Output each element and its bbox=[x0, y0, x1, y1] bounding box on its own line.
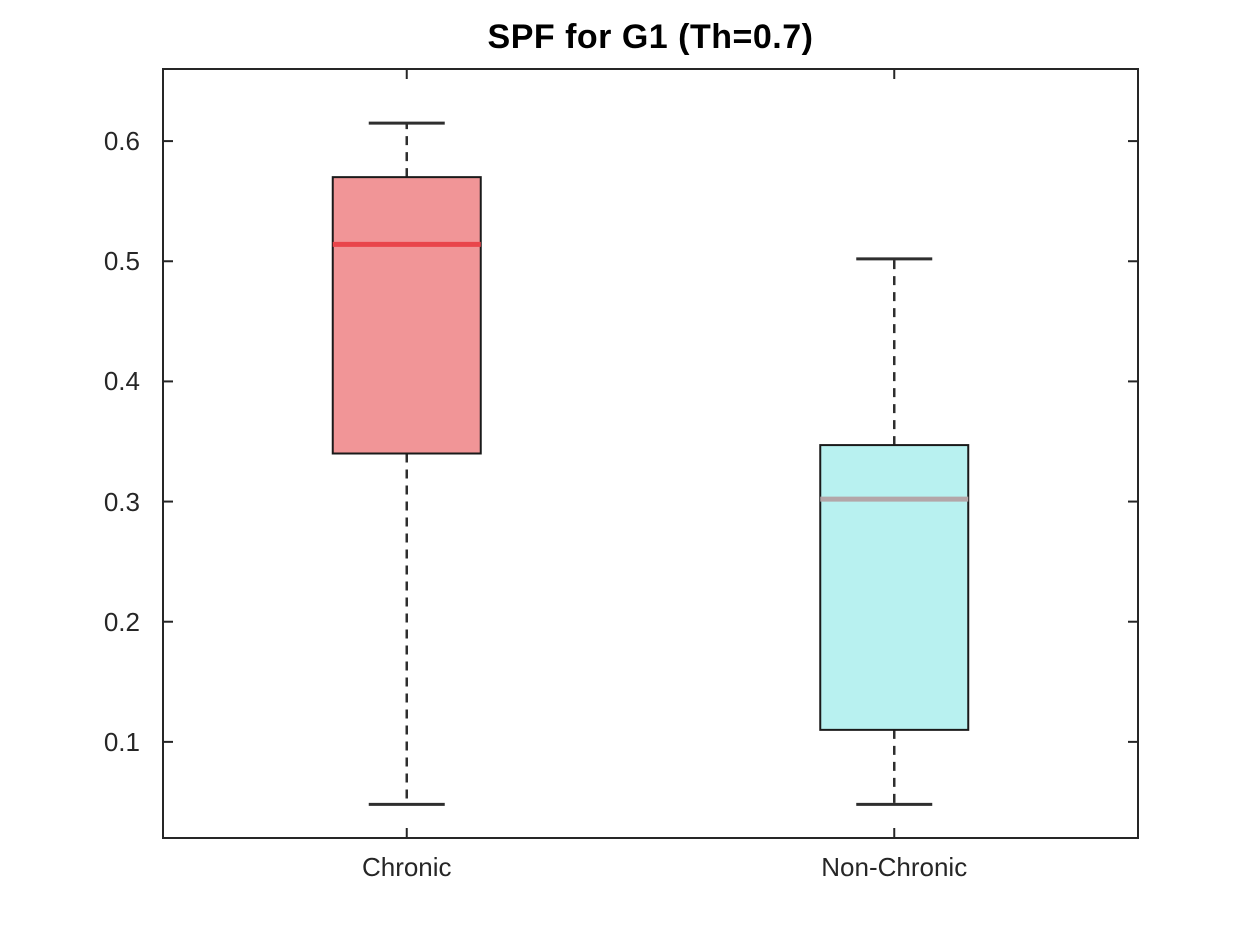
box-non-chronic bbox=[819, 444, 970, 731]
x-category-label-non-chronic: Non-Chronic bbox=[821, 852, 968, 882]
chart-title: SPF for G1 (Th=0.7) bbox=[487, 18, 814, 56]
axes-border bbox=[162, 68, 1139, 839]
y-tick-label: 0.2 bbox=[103, 606, 140, 637]
y-tick-label: 0.6 bbox=[103, 126, 140, 157]
y-tick-label: 0.3 bbox=[103, 486, 140, 517]
y-tick-label: 0.4 bbox=[103, 366, 140, 397]
x-category-label-chronic: Chronic bbox=[361, 852, 452, 882]
box-chronic bbox=[331, 176, 482, 455]
y-tick-label: 0.1 bbox=[103, 726, 140, 757]
y-tick-label: 0.5 bbox=[103, 246, 140, 277]
